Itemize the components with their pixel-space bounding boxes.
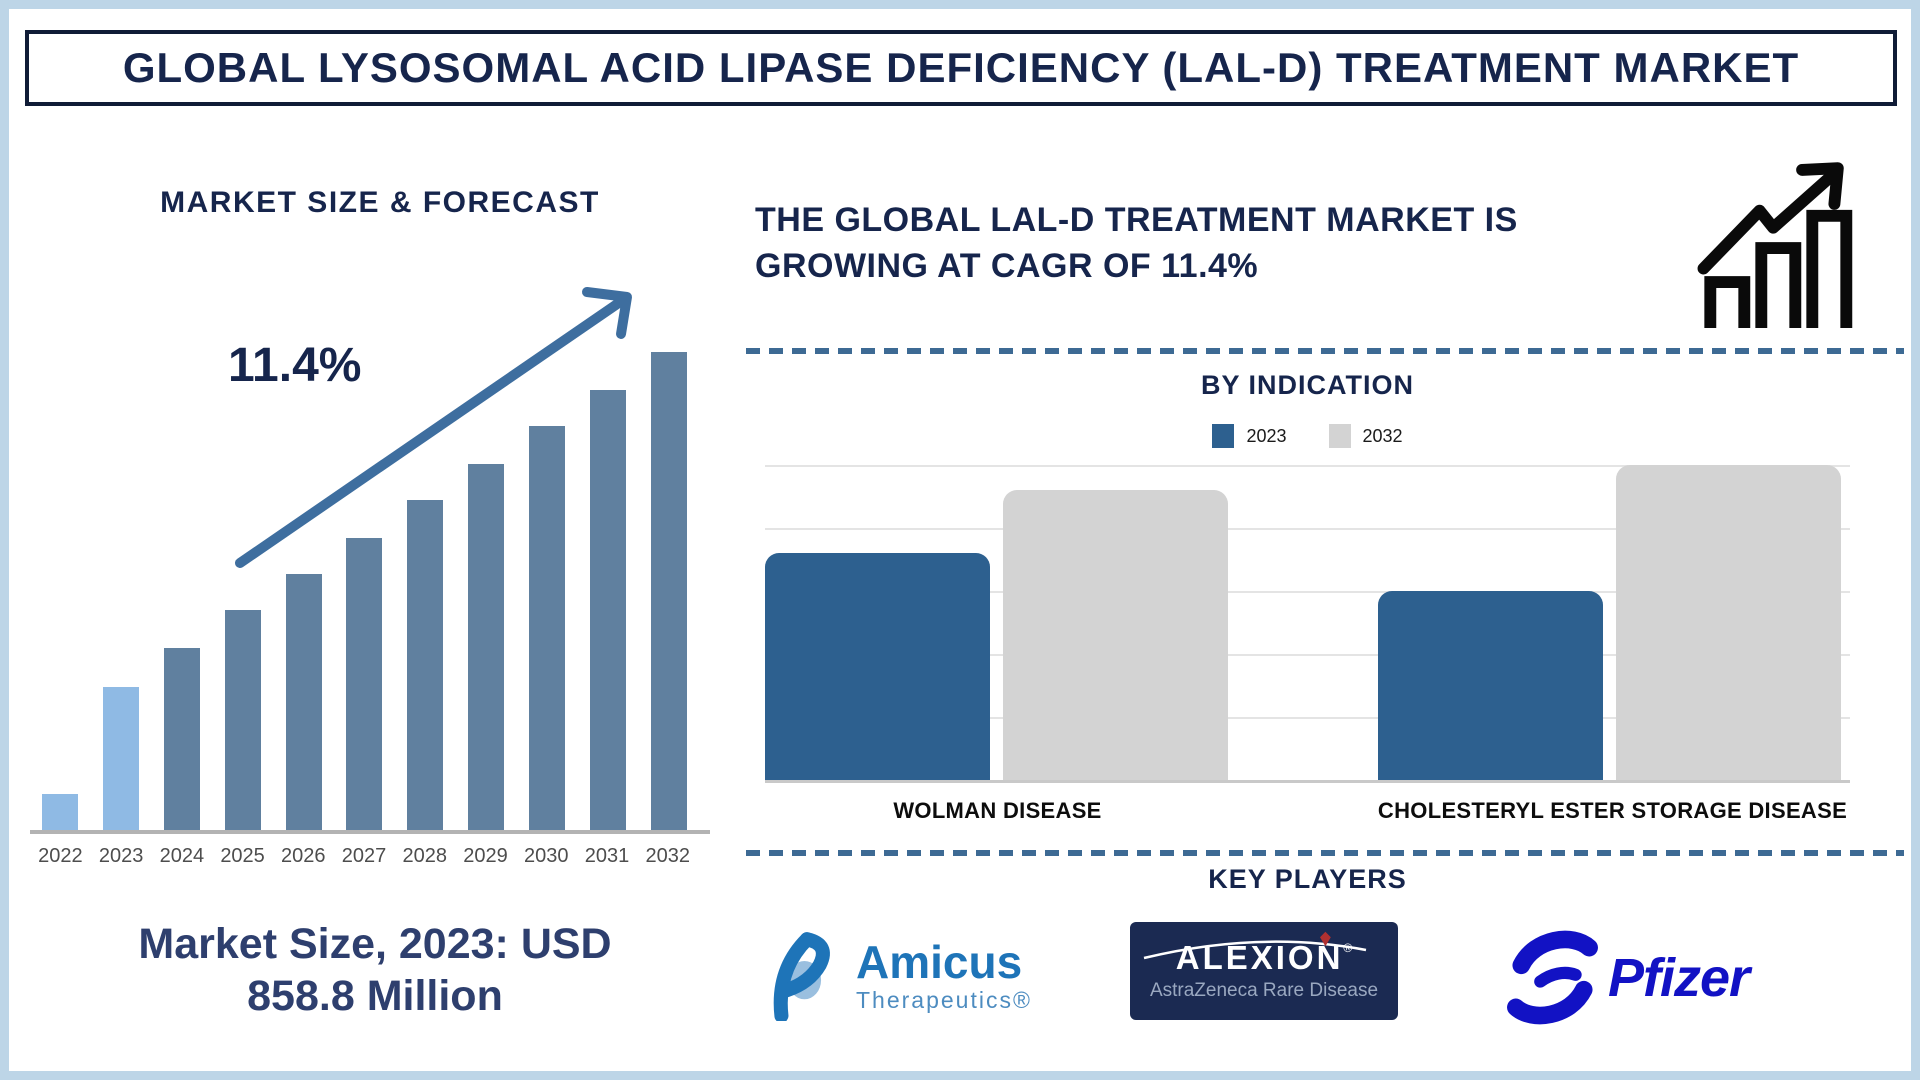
year-label-2025: 2025 bbox=[220, 845, 265, 867]
forecast-bar-2028 bbox=[407, 500, 444, 830]
forecast-bar-2025 bbox=[224, 610, 261, 830]
year-label-2029: 2029 bbox=[463, 845, 508, 867]
trend-arrow-icon bbox=[235, 287, 632, 568]
indication-bar-2032-wolman bbox=[1003, 490, 1228, 780]
right-headline-line2: GROWING AT CAGR OF 11.4% bbox=[755, 246, 1259, 285]
alexion-arc-icon bbox=[1143, 931, 1367, 960]
amicus-icon bbox=[773, 932, 830, 1021]
amicus-subtext: Therapeutics® bbox=[856, 986, 1032, 1013]
market-size-forecast-title: MARKET SIZE & FORECAST bbox=[160, 186, 600, 219]
indication-gridline bbox=[765, 717, 1850, 719]
legend-label-2032: 2032 bbox=[1362, 425, 1403, 446]
indication-baseline bbox=[765, 780, 1850, 783]
year-label-2023: 2023 bbox=[98, 845, 144, 867]
year-label-2032: 2032 bbox=[645, 845, 690, 867]
year-label-2031: 2031 bbox=[584, 845, 630, 867]
forecast-bar-2023 bbox=[102, 687, 139, 830]
year-label-2024: 2024 bbox=[159, 845, 205, 867]
category-label-wolman: WOLMAN DISEASE bbox=[893, 798, 1102, 823]
year-label-2026: 2026 bbox=[281, 845, 326, 867]
year-label-2027: 2027 bbox=[341, 845, 387, 867]
forecast-bar-2027 bbox=[346, 538, 383, 830]
market-size-callout-line1: Market Size, 2023: USD bbox=[138, 920, 612, 968]
legend-swatch-2023 bbox=[1212, 424, 1235, 448]
dashed-separator-bottom bbox=[746, 850, 1904, 856]
indication-legend: 2023 2032 bbox=[765, 424, 1850, 448]
alexion-logo: ALEXION® AstraZeneca Rare Disease bbox=[1130, 922, 1398, 1020]
forecast-bar-2031 bbox=[590, 390, 627, 830]
legend-label-2023: 2023 bbox=[1246, 425, 1287, 446]
alexion-subtext: AstraZeneca Rare Disease bbox=[1149, 979, 1379, 1001]
right-headline-line1: THE GLOBAL LAL-D TREATMENT MARKET IS bbox=[755, 201, 1518, 239]
market-size-callout-line2: 858.8 Million bbox=[247, 972, 503, 1021]
forecast-bar-2029 bbox=[468, 464, 505, 830]
pfizer-name: Pfizer bbox=[1608, 947, 1750, 1008]
cagr-annotation: 11.4% bbox=[228, 339, 362, 392]
dashed-separator-top bbox=[746, 348, 1904, 354]
year-label-2030: 2030 bbox=[523, 845, 569, 867]
right-headline: THE GLOBAL LAL-D TREATMENT MARKET IS GRO… bbox=[755, 198, 1715, 290]
forecast-x-axis-line bbox=[30, 830, 710, 834]
legend-item-2032: 2032 bbox=[1328, 424, 1403, 448]
indication-gridline bbox=[765, 591, 1850, 593]
indication-bar-2023-cesd bbox=[1378, 591, 1603, 780]
indication-bar-2023-wolman bbox=[765, 553, 990, 780]
category-label-cesd: CHOLESTERYL ESTER STORAGE DISEASE bbox=[1377, 798, 1848, 823]
forecast-bar-2024 bbox=[163, 648, 200, 830]
year-label-2028: 2028 bbox=[402, 845, 448, 867]
indication-gridline bbox=[765, 528, 1850, 530]
pfizer-icon bbox=[1507, 930, 1598, 1025]
growth-chart-icon bbox=[1697, 162, 1853, 328]
pfizer-logo: Pfizer bbox=[1505, 925, 1825, 1030]
forecast-bar-2026 bbox=[285, 574, 322, 830]
title-banner: GLOBAL LYSOSOMAL ACID LIPASE DEFICIENCY … bbox=[25, 30, 1897, 106]
amicus-logo: Amicus Therapeutics® bbox=[768, 925, 1068, 1025]
market-size-callout: Market Size, 2023: USD 858.8 Million bbox=[30, 918, 720, 1023]
page-title: GLOBAL LYSOSOMAL ACID LIPASE DEFICIENCY … bbox=[122, 44, 1800, 91]
legend-swatch-2032 bbox=[1328, 424, 1351, 448]
forecast-x-axis-labels: 2022 2023 2024 2025 2026 2027 2028 2029 2030 2031… bbox=[30, 845, 698, 868]
legend-item-2023: 2023 bbox=[1212, 424, 1287, 448]
year-label-2022: 2022 bbox=[38, 845, 83, 867]
forecast-bar-chart bbox=[42, 352, 687, 830]
indication-bar-chart bbox=[765, 465, 1850, 783]
indication-gridline bbox=[765, 654, 1850, 656]
forecast-bar-2030 bbox=[529, 426, 566, 830]
key-players-title: KEY PLAYERS bbox=[1208, 864, 1407, 894]
by-indication-title: BY INDICATION bbox=[1200, 370, 1414, 400]
indication-bar-2032-cesd bbox=[1616, 465, 1841, 780]
indication-gridline bbox=[765, 465, 1850, 467]
forecast-bar-2022 bbox=[42, 794, 78, 830]
forecast-bar-2032 bbox=[650, 352, 687, 830]
amicus-name: Amicus bbox=[856, 935, 1023, 988]
